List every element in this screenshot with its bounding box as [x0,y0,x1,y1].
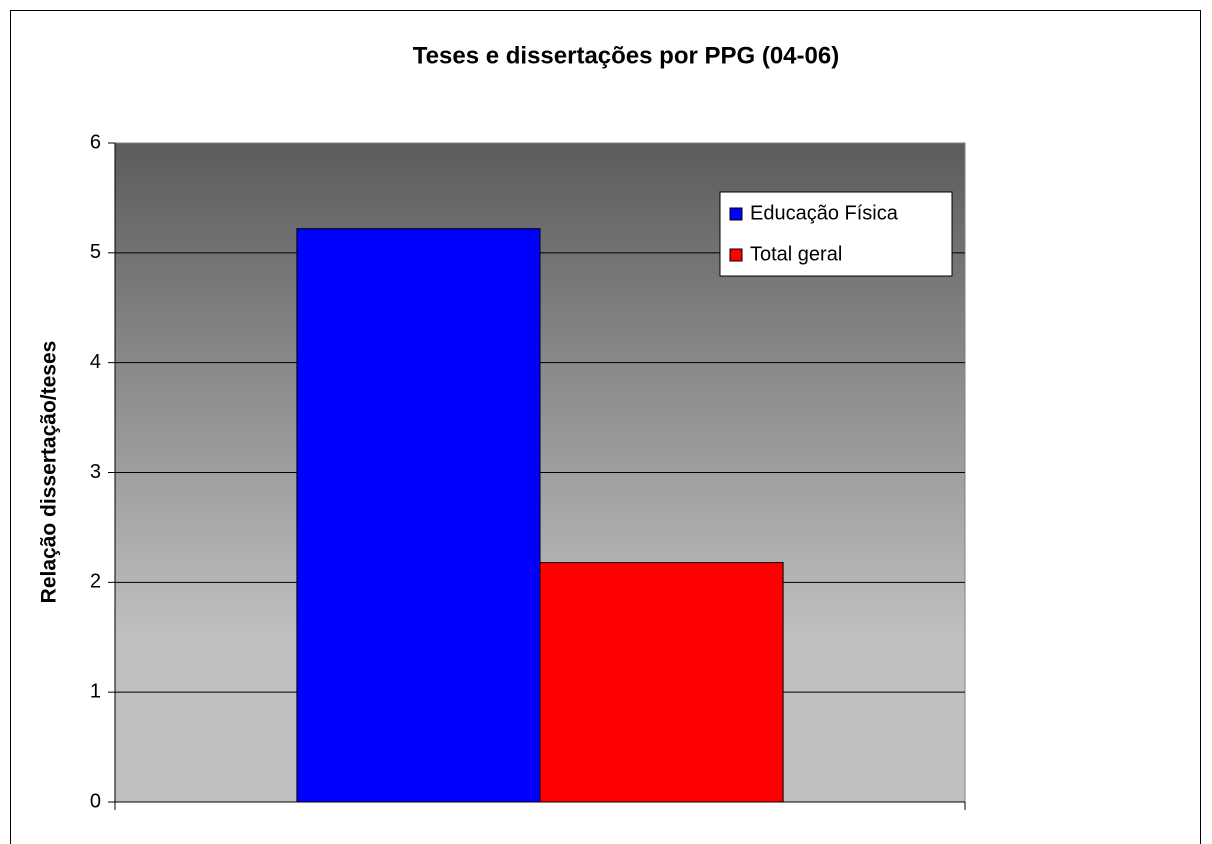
y-tick-label: 4 [90,351,101,373]
y-tick-label: 1 [90,680,101,702]
y-tick-label: 3 [90,461,101,483]
legend-label: Educação Física [750,202,899,224]
bar [296,228,541,803]
y-tick-label: 5 [90,241,101,263]
y-tick-label: 2 [90,571,101,593]
legend-box [719,191,953,277]
y-tick-label: 6 [90,131,101,153]
legend-swatch [729,248,743,262]
y-axis-label: Relação dissertação/teses [38,341,61,604]
y-tick-label: 0 [90,790,101,812]
bar [539,562,784,803]
legend-label: Total geral [750,243,842,265]
chart-title: Teses e dissertações por PPG (04-06) [413,42,839,69]
legend-swatch [729,207,743,221]
